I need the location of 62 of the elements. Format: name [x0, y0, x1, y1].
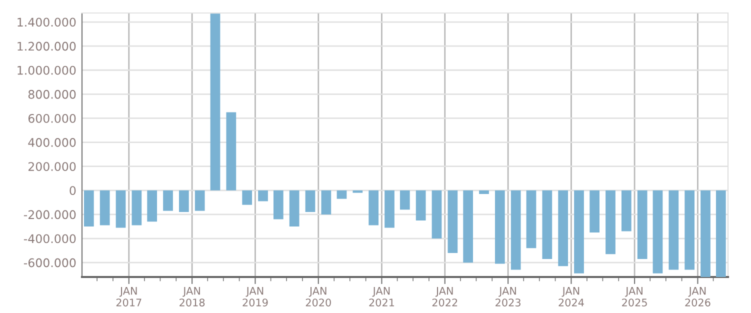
bar [242, 190, 252, 205]
y-tick-label: 600.000 [28, 114, 76, 123]
bar [321, 190, 332, 214]
bar [178, 190, 189, 212]
bar [510, 190, 521, 270]
bar [637, 190, 648, 259]
bar [448, 190, 458, 253]
x-tick-label: JAN 2022 [432, 287, 458, 306]
x-tick-label: JAN 2019 [242, 287, 268, 306]
x-tick-label: JAN 2026 [685, 287, 710, 306]
bar [479, 190, 489, 194]
bar [226, 112, 236, 190]
bar [100, 190, 110, 226]
x-tick-label: JAN 2024 [558, 287, 584, 306]
bar [116, 190, 126, 228]
bar [84, 190, 94, 226]
y-tick-label: -200.000 [24, 210, 76, 220]
bar [163, 190, 173, 211]
bar [416, 190, 426, 220]
bar [668, 190, 679, 270]
bar [132, 190, 142, 226]
bar [305, 190, 316, 212]
bar [652, 190, 663, 274]
x-tick-label: JAN 2017 [116, 287, 142, 306]
bar [700, 190, 710, 277]
y-tick-label: -600.000 [24, 258, 76, 268]
bar [194, 190, 205, 211]
bar [289, 190, 300, 226]
y-tick-label: 1.400.000 [18, 18, 76, 27]
x-tick-label: JAN 2018 [180, 287, 205, 306]
y-tick-label: 800.000 [28, 90, 76, 99]
bar [716, 190, 726, 277]
bar [384, 190, 394, 228]
x-tick-label: JAN 2020 [306, 287, 331, 306]
bar [336, 190, 347, 199]
bar [684, 190, 695, 270]
y-tick-label: -400.000 [24, 234, 76, 244]
y-tick-label: 1.200.000 [18, 42, 76, 51]
bar [542, 190, 552, 259]
bar [273, 190, 284, 220]
bar [352, 190, 363, 193]
bar [558, 190, 568, 266]
y-tick-label: 400.000 [28, 138, 76, 147]
bar [463, 190, 474, 263]
bar [606, 190, 616, 254]
bar [621, 190, 632, 232]
bar [494, 190, 505, 264]
bar [400, 190, 410, 210]
bar [210, 14, 220, 190]
bar [590, 190, 600, 232]
bar [574, 190, 584, 274]
x-tick-label: JAN 2023 [496, 287, 520, 306]
bar [258, 190, 268, 202]
y-tick-label: 1.000.000 [18, 66, 76, 75]
bar [368, 190, 379, 226]
y-tick-label: 200.000 [28, 162, 76, 171]
y-tick-label: 0 [70, 186, 76, 196]
bar [147, 190, 158, 222]
bar [526, 190, 536, 248]
x-tick-label: JAN 2021 [369, 287, 394, 306]
x-tick-label: JAN 2025 [622, 287, 647, 306]
bar [432, 190, 442, 239]
